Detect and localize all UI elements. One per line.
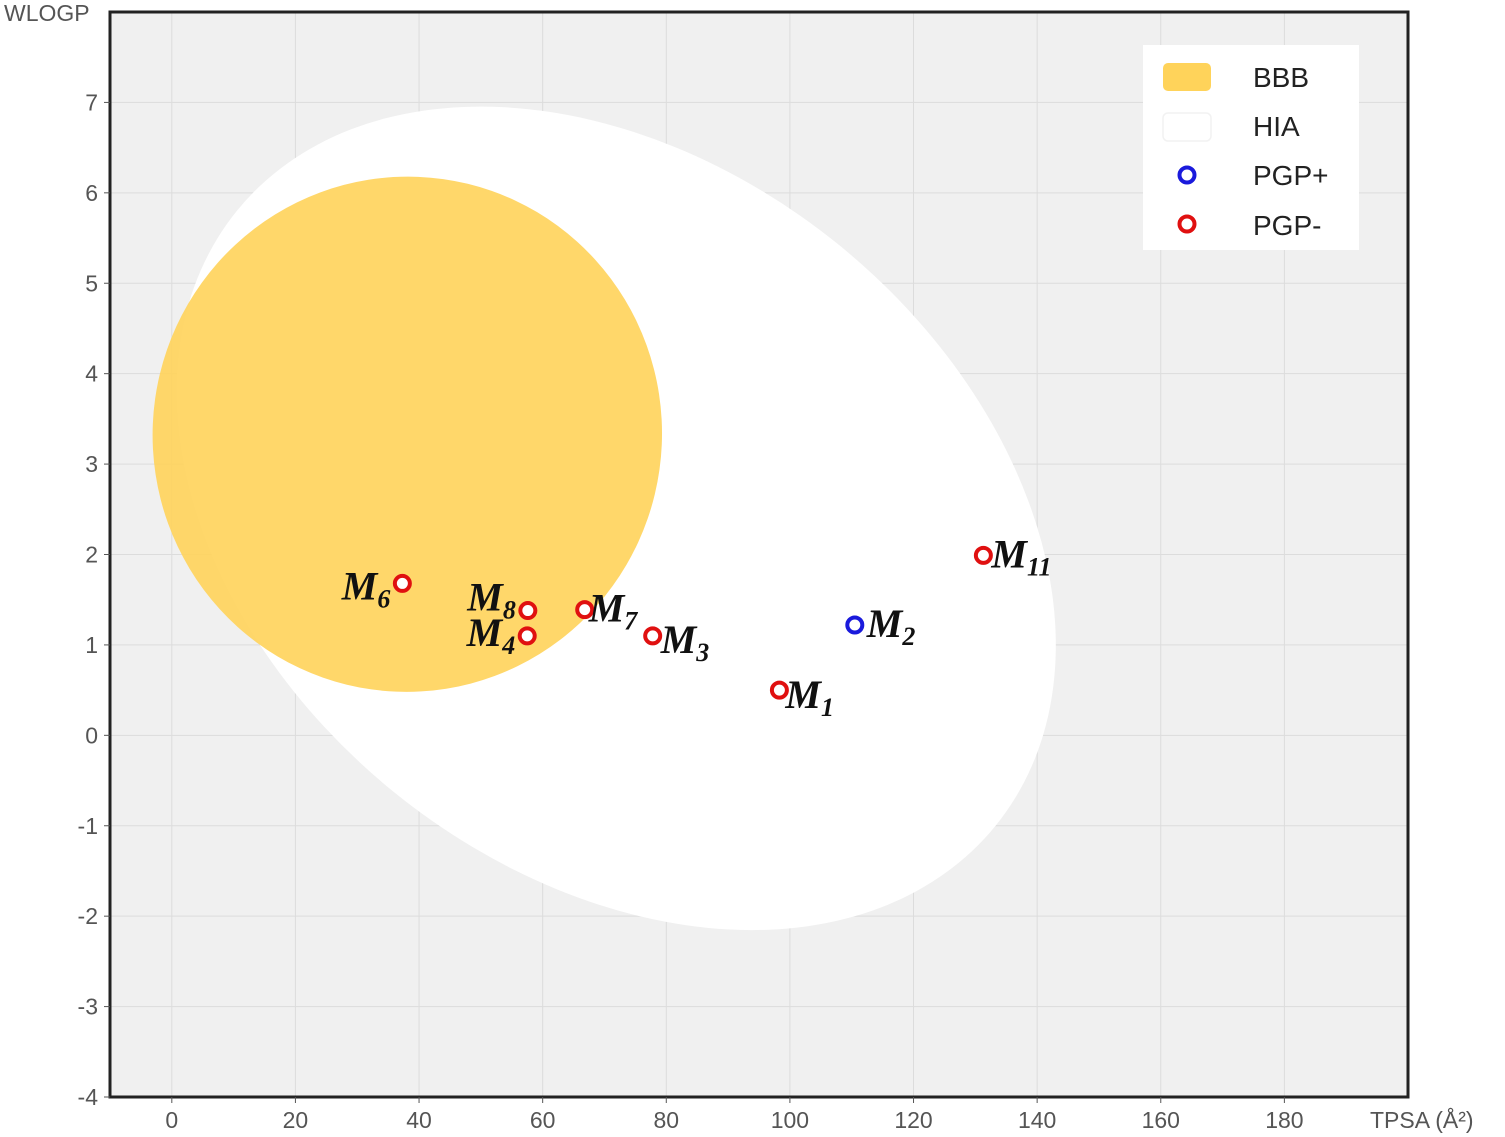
y-tick-label: 4 xyxy=(85,361,98,387)
point-m8-marker xyxy=(518,601,538,621)
x-axis-title: TPSA (Å²) xyxy=(1370,1106,1474,1133)
point-m6-marker xyxy=(392,573,412,593)
point-m11-label: M11 xyxy=(990,531,1051,581)
y-tick-label: 6 xyxy=(85,180,98,206)
point-m4-label: M4 xyxy=(466,610,516,660)
legend-pgp-minus-marker xyxy=(1177,214,1197,234)
x-tick-label: 140 xyxy=(1018,1107,1056,1133)
legend-hia-swatch xyxy=(1162,112,1212,142)
x-tick-label: 60 xyxy=(530,1107,556,1133)
point-m1-label: M1 xyxy=(784,672,834,722)
point-m2-label: M2 xyxy=(866,601,916,651)
point-m3-marker xyxy=(643,626,663,646)
y-tick-label: -1 xyxy=(78,813,98,839)
x-tick-label: 20 xyxy=(283,1107,309,1133)
data-points: M2 M1 M3 M4 M6 M7 M8 M11 xyxy=(341,531,1052,722)
x-tick-label: 160 xyxy=(1142,1107,1180,1133)
y-tick-label: 3 xyxy=(85,451,98,477)
point-m4-marker xyxy=(517,626,537,646)
y-tick-label: -2 xyxy=(78,903,98,929)
x-tick-label: 120 xyxy=(894,1107,932,1133)
point-m1-marker xyxy=(769,680,789,700)
legend-bbb-swatch xyxy=(1163,63,1211,91)
legend-hia-label: HIA xyxy=(1253,111,1300,142)
y-axis-ticks: -4 -3 -2 -1 0 1 2 3 4 5 6 7 xyxy=(78,89,110,1110)
point-m2-marker xyxy=(845,615,865,635)
y-tick-label: 0 xyxy=(85,722,98,748)
legend: BBB HIA PGP+ PGP- xyxy=(1143,45,1359,250)
legend-pgp-plus-label: PGP+ xyxy=(1253,160,1328,191)
point-m7-marker xyxy=(575,600,595,620)
point-m11-marker xyxy=(973,545,993,565)
y-tick-label: -3 xyxy=(78,994,98,1020)
y-axis-title: WLOGP xyxy=(4,0,90,26)
y-tick-label: -4 xyxy=(78,1084,99,1110)
y-tick-label: 1 xyxy=(85,632,98,658)
x-tick-label: 100 xyxy=(771,1107,809,1133)
x-tick-label: 40 xyxy=(406,1107,432,1133)
legend-bbb-label: BBB xyxy=(1253,62,1309,93)
point-m6-label: M6 xyxy=(341,563,391,613)
x-tick-label: 180 xyxy=(1265,1107,1303,1133)
bbb-region-ellipse xyxy=(152,176,663,692)
point-m8-label: M8 xyxy=(466,575,516,625)
point-m3-label: M3 xyxy=(660,617,710,667)
x-tick-label: 80 xyxy=(653,1107,679,1133)
y-tick-label: 5 xyxy=(85,270,98,296)
point-m7-label: M7 xyxy=(588,586,639,636)
legend-pgp-minus-label: PGP- xyxy=(1253,210,1321,241)
x-axis-ticks: 0 20 40 60 80 100 120 140 160 180 xyxy=(165,1097,1304,1133)
y-tick-label: 7 xyxy=(85,89,98,115)
legend-pgp-plus-marker xyxy=(1177,165,1197,185)
x-tick-label: 0 xyxy=(165,1107,178,1133)
y-tick-label: 2 xyxy=(85,542,98,568)
